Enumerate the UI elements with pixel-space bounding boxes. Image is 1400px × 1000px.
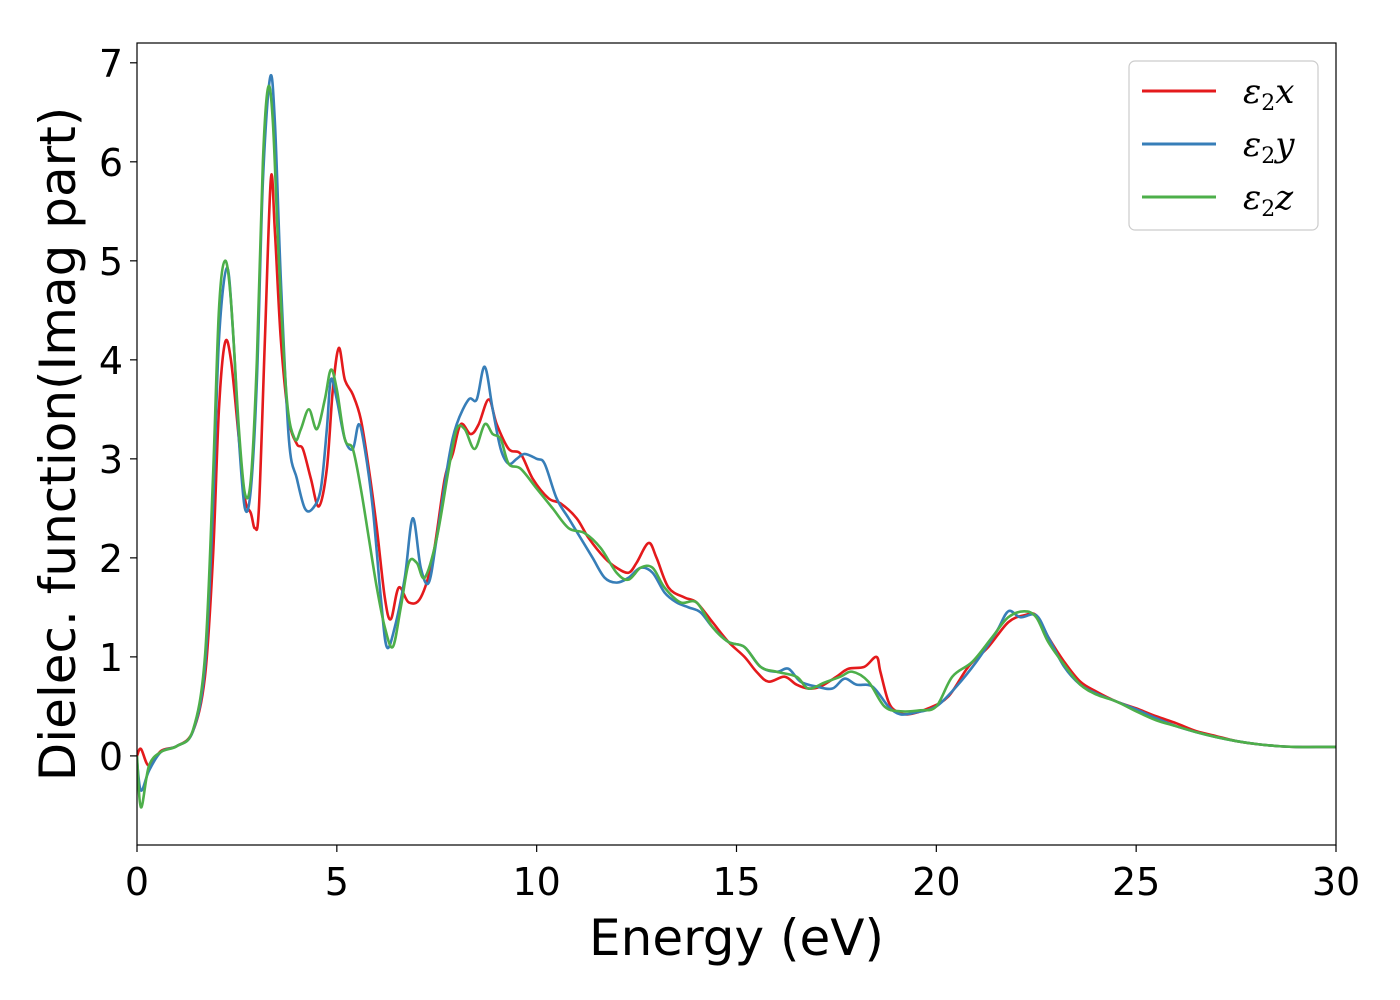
y-tick-label: 1: [99, 636, 123, 680]
legend-label-z: ε2z: [1243, 178, 1294, 222]
y-tick-label: 5: [99, 240, 123, 284]
x-tick-label: 10: [512, 860, 560, 904]
y-tick-label: 2: [99, 537, 123, 581]
y-tick-label: 4: [99, 339, 123, 383]
legend-box: [1128, 60, 1319, 231]
series-line-z: [137, 84, 1336, 809]
legend: ε2x ε2y ε2z: [1128, 60, 1319, 231]
legend-label-x: ε2x: [1243, 72, 1294, 116]
x-tick-label: 30: [1312, 860, 1360, 904]
y-axis-title: Dielec. function(Imag part): [29, 107, 87, 782]
x-tick-label: 20: [912, 860, 960, 904]
x-tick-label: 0: [125, 860, 149, 904]
x-tick-label: 5: [325, 860, 349, 904]
y-tick-label: 6: [99, 141, 123, 185]
x-axis-title: Energy (eV): [589, 909, 884, 967]
series-layer: [137, 74, 1336, 809]
y-tick-label: 3: [99, 438, 123, 482]
legend-label-y: ε2y: [1243, 125, 1295, 169]
y-axis-ticks: 0 1 2 3 4 5 6 7: [99, 42, 137, 779]
x-tick-label: 15: [712, 860, 760, 904]
y-tick-label: 7: [99, 42, 123, 86]
y-tick-label: 0: [99, 735, 123, 779]
x-axis-ticks: 0 5 10 15 20 25 30: [125, 845, 1360, 904]
x-tick-label: 25: [1112, 860, 1160, 904]
